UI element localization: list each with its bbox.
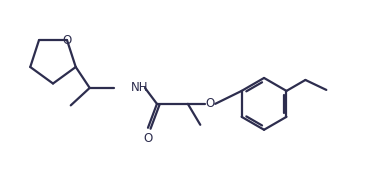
- Text: NH: NH: [131, 81, 148, 94]
- Text: O: O: [62, 34, 72, 47]
- Text: O: O: [143, 132, 153, 145]
- Text: O: O: [206, 97, 215, 110]
